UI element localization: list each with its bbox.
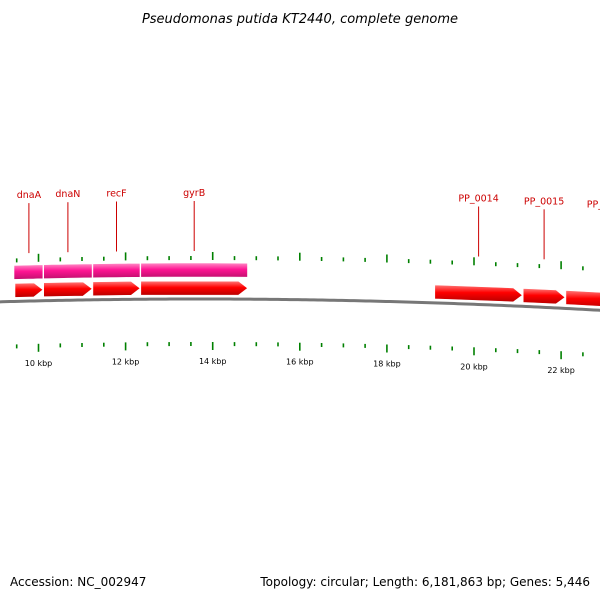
outer-minor-ticks: [15, 252, 584, 271]
gene-label: gyrB: [183, 188, 205, 199]
gene-label: PP_0014: [458, 194, 498, 205]
gene-arrow: [140, 280, 248, 296]
cds-feature: [92, 262, 141, 279]
gene-arrow: [14, 282, 44, 298]
gene-arrow: [522, 288, 566, 305]
gene-arrow: [434, 284, 523, 303]
gene-labels: dnaA dnaN recF gyrB PP_0014 PP_0015 PP_0016: [17, 188, 600, 260]
accession-label: Accession: NC_002947: [10, 575, 146, 589]
gene-label: PP_0016: [587, 200, 600, 211]
scale-tick-label: 16 kbp: [286, 358, 314, 367]
cds-track: [13, 262, 248, 280]
cds-feature: [13, 264, 44, 280]
scale-tick-label: 10 kbp: [25, 359, 53, 368]
scale-tick-label: 18 kbp: [373, 360, 401, 369]
gene-arrow: [565, 290, 600, 307]
map-title: Pseudomonas putida KT2440, complete geno…: [142, 12, 458, 27]
genome-backbone: [0, 297, 600, 312]
scale-tick-label: 12 kbp: [112, 357, 140, 366]
gene-arrow: [92, 280, 141, 297]
cds-feature: [43, 263, 93, 280]
gene-label: dnaN: [55, 189, 80, 200]
scale-tick-label: 20 kbp: [460, 362, 488, 371]
scale-ticks: [15, 342, 584, 360]
gene-label: PP_0015: [524, 196, 564, 207]
genome-summary-label: Topology: circular; Length: 6,181,863 bp…: [259, 575, 590, 589]
gene-arrow: [43, 281, 93, 298]
scale-tick-label: 22 kbp: [547, 366, 575, 375]
gene-track: [14, 280, 600, 307]
scale-tick-label: 14 kbp: [199, 357, 227, 366]
gene-label: recF: [106, 189, 126, 200]
gene-label: dnaA: [17, 190, 42, 201]
scale-tick-labels: 10 kbp 12 kbp 14 kbp 16 kbp 18 kbp 20 kbp 22 k…: [25, 357, 575, 375]
cds-feature: [140, 262, 248, 278]
